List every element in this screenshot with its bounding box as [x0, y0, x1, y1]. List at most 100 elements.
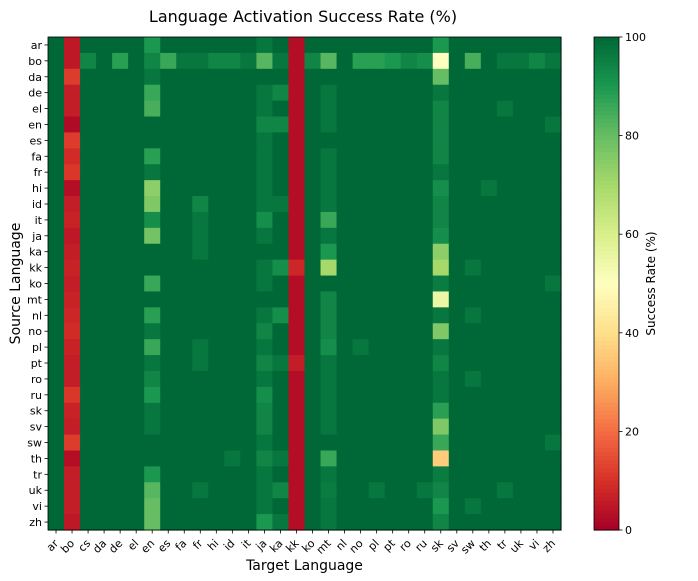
heatmap-cell-nl-cs	[80, 307, 97, 324]
heatmap-cell-sk-sv	[448, 402, 466, 420]
heatmap-cell-ru-bo	[64, 386, 81, 404]
colorbar-tick-label: 0	[625, 524, 632, 537]
colorbar-segment	[594, 189, 619, 194]
heatmap-cell-zh-ja	[256, 514, 274, 531]
heatmap-cell-id-fr	[192, 196, 209, 213]
heatmap-cell-el-ru	[416, 100, 434, 118]
heatmap-cell-pl-ka	[272, 339, 290, 356]
heatmap-cell-tr-ka	[272, 466, 290, 483]
colorbar-segment	[594, 525, 619, 531]
heatmap-cell-uk-tr	[496, 482, 514, 499]
colorbar-segment	[594, 106, 619, 112]
heatmap-cell-es-it	[240, 132, 258, 149]
heatmap-cell-ko-sw	[464, 275, 482, 293]
colorbar-segment	[594, 127, 619, 133]
y-tick-label: zh	[29, 516, 42, 529]
heatmap-cell-el-zh	[544, 100, 562, 118]
heatmap-cell-vi-tr	[496, 498, 514, 515]
heatmap-cell-bo-ar	[48, 52, 65, 70]
heatmap-cell-es-ar	[48, 132, 65, 149]
heatmap-cell-ro-bo	[64, 370, 81, 388]
heatmap-cell-da-mt	[320, 68, 338, 86]
heatmap-cell-uk-ro	[400, 482, 418, 499]
heatmap-cell-sw-vi	[528, 434, 546, 452]
heatmap-cell-sv-es	[160, 418, 177, 436]
heatmap-cell-fr-el	[128, 164, 145, 181]
heatmap-cell-el-pl	[368, 100, 386, 118]
heatmap-cell-fa-hi	[208, 148, 225, 165]
heatmap-cell-es-uk	[512, 132, 530, 149]
heatmap-cell-de-ro	[400, 84, 418, 102]
heatmap-cell-uk-mt	[320, 482, 338, 499]
heatmap-cell-pl-sk	[432, 339, 450, 356]
heatmap-cell-en-ja	[256, 116, 274, 134]
colorbar-segment	[594, 57, 619, 63]
heatmap-cell-mt-ru	[416, 291, 434, 308]
heatmap-cell-sv-cs	[80, 418, 97, 436]
heatmap-cell-hi-ro	[400, 180, 418, 197]
heatmap-cell-pt-mt	[320, 355, 338, 372]
heatmap-cell-uk-no	[352, 482, 370, 499]
heatmap-cell-es-da	[96, 132, 113, 149]
heatmap-cell-hi-ka	[272, 180, 290, 197]
heatmap-cell-sw-th	[480, 434, 498, 452]
heatmap-cell-ar-da	[96, 37, 113, 54]
heatmap-cell-ja-fr	[192, 227, 209, 245]
heatmap-cell-ja-ka	[272, 227, 290, 245]
colorbar-segment	[594, 110, 619, 116]
heatmap-cell-pl-el	[128, 339, 145, 356]
heatmap-cell-fa-sv	[448, 148, 466, 165]
heatmap-cell-ro-ar	[48, 370, 65, 388]
heatmap-cell-ja-ja	[256, 227, 274, 245]
heatmap-cell-vi-mt	[320, 498, 338, 515]
heatmap-cell-en-mt	[320, 116, 338, 134]
heatmap-cell-pt-ja	[256, 355, 274, 372]
colorbar-segment	[594, 234, 619, 239]
heatmap-cell-ko-es	[160, 275, 177, 293]
heatmap-cell-ko-ar	[48, 275, 65, 293]
heatmap-cell-de-nl	[336, 84, 354, 102]
heatmap-cell-vi-nl	[336, 498, 354, 515]
heatmap-cell-th-hi	[208, 450, 225, 467]
heatmap-cell-th-uk	[512, 450, 530, 467]
colorbar-segment	[594, 164, 619, 170]
heatmap-cell-kk-fr	[192, 259, 209, 277]
heatmap-cell-da-ka	[272, 68, 290, 86]
heatmap-cell-kk-ro	[400, 259, 418, 277]
heatmap-cell-da-ru	[416, 68, 434, 86]
heatmap-cell-ja-sk	[432, 227, 450, 245]
heatmap-cell-vi-th	[480, 498, 498, 515]
heatmap-cell-th-it	[240, 450, 258, 467]
heatmap-cell-id-kk	[288, 196, 306, 213]
heatmap-cell-bo-es	[160, 52, 177, 70]
heatmap-cell-ka-vi	[528, 243, 546, 261]
heatmap-cell-fa-fr	[192, 148, 209, 165]
heatmap-cell-ro-no	[352, 370, 370, 388]
heatmap-cell-uk-pt	[384, 482, 402, 499]
heatmap-cell-th-nl	[336, 450, 354, 467]
heatmap-cell-ka-uk	[512, 243, 530, 261]
heatmap-cell-bo-da	[96, 52, 113, 70]
heatmap-cell-el-bo	[64, 100, 81, 118]
heatmap-cell-it-ar	[48, 211, 65, 229]
x-tick-label: fa	[173, 537, 190, 554]
heatmap-cell-it-no	[352, 211, 370, 229]
heatmap-cell-ru-zh	[544, 386, 562, 404]
heatmap-cell-ka-no	[352, 243, 370, 261]
heatmap-cell-kk-ru	[416, 259, 434, 277]
heatmap-cell-ar-ro	[400, 37, 418, 54]
heatmap-cell-sk-ro	[400, 402, 418, 420]
colorbar-segment	[594, 394, 619, 400]
heatmap-cell-ka-mt	[320, 243, 338, 261]
heatmap-cell-id-tr	[496, 196, 514, 213]
heatmap-cell-sw-ro	[400, 434, 418, 452]
heatmap-cell-th-ru	[416, 450, 434, 467]
heatmap-cell-sk-pl	[368, 402, 386, 420]
heatmap-cell-sk-zh	[544, 402, 562, 420]
heatmap-cell-ko-vi	[528, 275, 546, 293]
heatmap-cell-ru-nl	[336, 386, 354, 404]
heatmap-cell-nl-de	[112, 307, 129, 324]
heatmap-cell-bo-pl	[368, 52, 386, 70]
colorbar-segment	[594, 521, 619, 527]
